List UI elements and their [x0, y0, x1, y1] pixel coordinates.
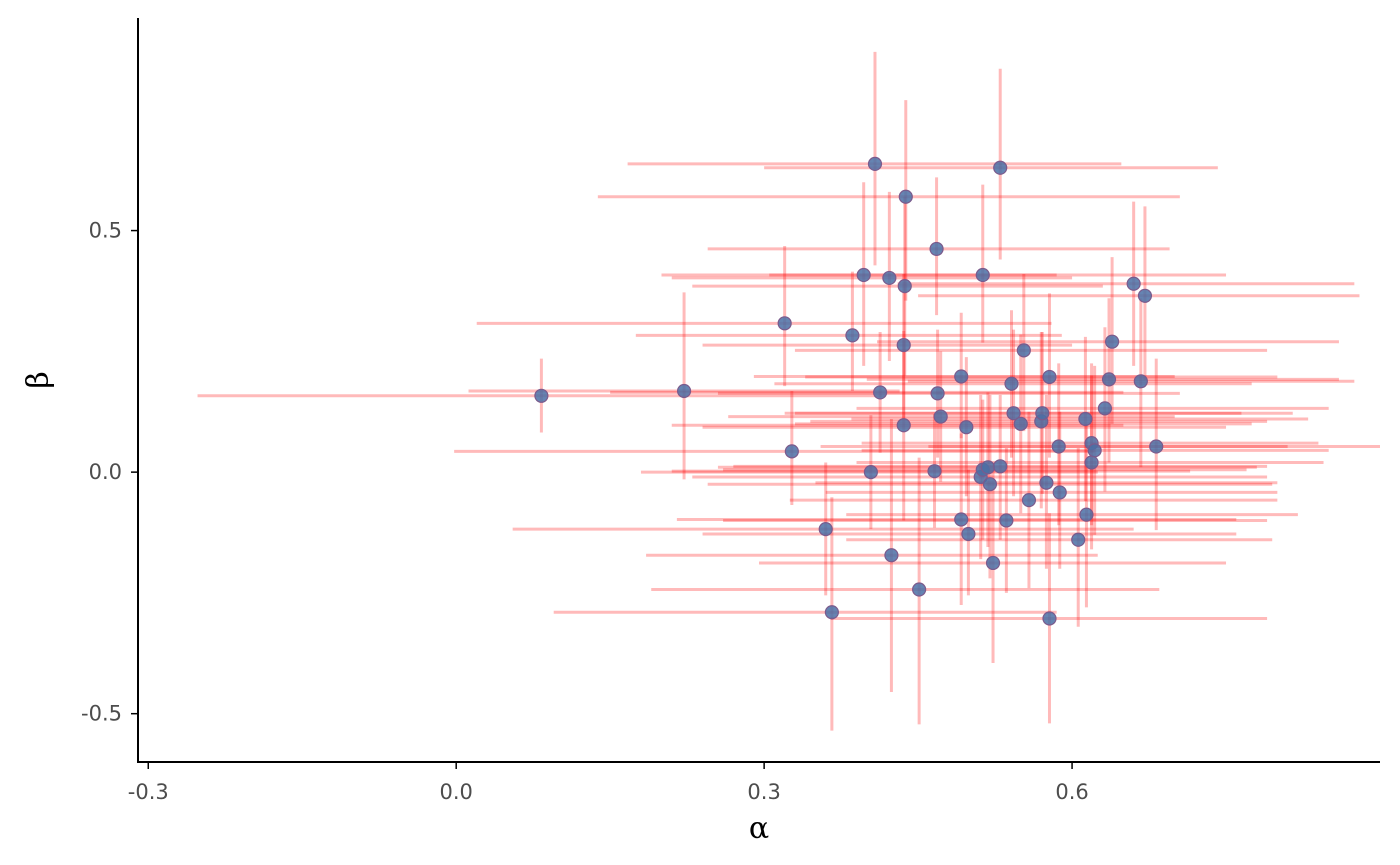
data-point: [1079, 507, 1094, 522]
data-point: [1016, 343, 1031, 358]
data-point: [993, 160, 1008, 175]
data-point: [1013, 416, 1028, 431]
data-point: [676, 383, 692, 399]
data-point: [959, 420, 974, 435]
error-bars: [197, 51, 1380, 731]
data-point: [1052, 485, 1067, 500]
x-axis-title: α: [749, 811, 769, 846]
data-point: [896, 337, 911, 353]
data-point: [1137, 288, 1153, 303]
data-point: [985, 555, 1001, 571]
data-point: [1039, 475, 1054, 490]
y-tick-label: 0.5: [89, 219, 122, 243]
data-point: [534, 388, 549, 403]
data-point: [980, 460, 995, 475]
data-point: [1149, 439, 1164, 454]
data-points: [534, 156, 1164, 626]
x-tick-label: 0.6: [1055, 780, 1088, 804]
data-point: [1071, 532, 1086, 547]
x-tick-label: 0.0: [439, 780, 472, 804]
data-point: [1042, 611, 1057, 626]
axes: [137, 18, 1380, 763]
data-point: [1006, 406, 1021, 421]
data-point: [882, 270, 897, 286]
y-tick-label: 0.0: [89, 460, 122, 484]
data-point: [1101, 372, 1117, 387]
x-ticks: -0.3 0.0 0.3 0.6: [128, 762, 1089, 804]
data-point: [930, 386, 945, 401]
data-point: [1126, 276, 1141, 291]
data-point: [999, 513, 1014, 528]
data-point: [1021, 493, 1037, 508]
y-ticks: -0.5 0.0 0.5: [81, 219, 138, 726]
data-point: [975, 267, 990, 283]
data-point: [961, 526, 976, 542]
data-point: [1104, 334, 1120, 349]
data-point: [898, 189, 913, 204]
x-tick-label: -0.3: [128, 780, 169, 804]
data-point: [1035, 406, 1050, 421]
data-point: [993, 459, 1008, 474]
data-point: [1051, 439, 1066, 454]
data-point: [856, 267, 871, 283]
data-point: [845, 328, 860, 343]
data-point: [818, 522, 833, 537]
data-point: [897, 279, 912, 294]
data-point: [927, 464, 942, 479]
data-point: [912, 582, 927, 597]
data-point: [873, 385, 888, 400]
y-tick-label: -0.5: [81, 702, 122, 726]
data-point: [1078, 411, 1093, 427]
data-point: [1004, 376, 1019, 391]
data-point: [896, 418, 911, 433]
data-point: [933, 409, 948, 424]
data-point: [824, 605, 839, 620]
data-point: [884, 548, 899, 563]
data-point: [1097, 401, 1113, 416]
data-point: [784, 444, 799, 459]
y-axis-title: β: [21, 371, 56, 388]
data-point: [1087, 443, 1102, 458]
data-point: [1084, 455, 1099, 470]
x-tick-label: 0.3: [747, 780, 780, 804]
data-point: [863, 465, 878, 480]
data-point: [982, 477, 998, 492]
data-point: [929, 241, 944, 257]
data-point: [867, 156, 883, 172]
data-point: [1133, 374, 1148, 389]
data-point: [954, 369, 969, 384]
data-point: [777, 316, 792, 331]
data-point: [1042, 369, 1057, 385]
data-point: [954, 512, 969, 527]
